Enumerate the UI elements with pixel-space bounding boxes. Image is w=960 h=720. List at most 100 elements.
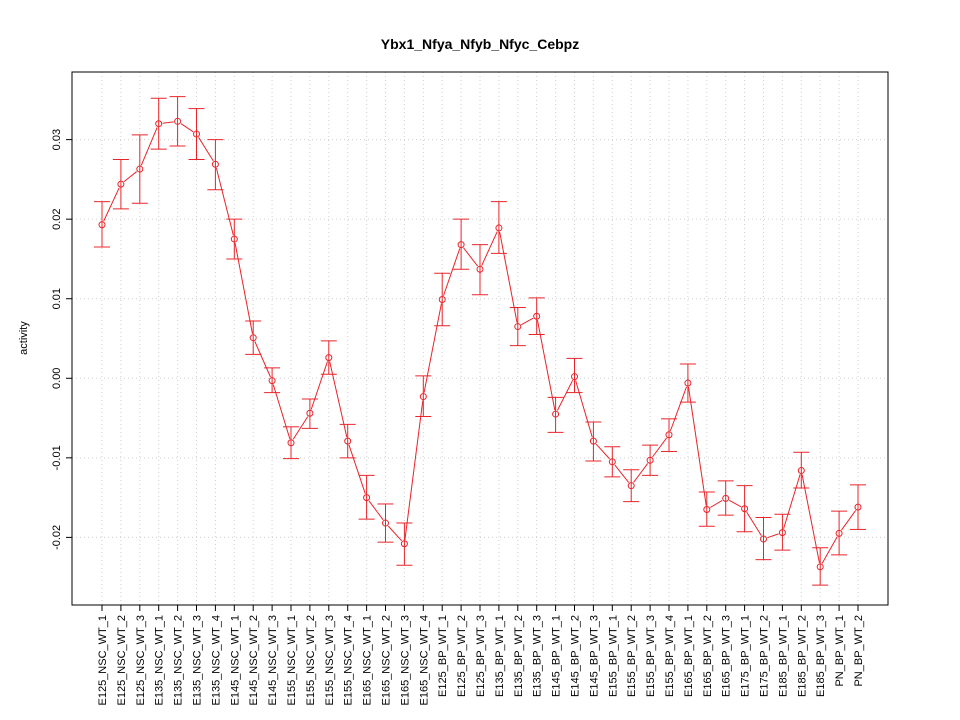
series-line-segment bbox=[292, 416, 309, 440]
series-line-segment bbox=[423, 303, 442, 393]
error-bar bbox=[736, 485, 753, 533]
x-tick-label: E145_BP_WT_1 bbox=[551, 615, 563, 697]
x-tick-label: E125_NSC_WT_3 bbox=[135, 615, 147, 706]
series-line-segment bbox=[556, 380, 574, 411]
x-tick-label: E135_NSC_WT_3 bbox=[192, 615, 204, 706]
series-line-segment bbox=[595, 443, 610, 460]
error-bar bbox=[112, 159, 129, 210]
series-line-segment bbox=[368, 500, 384, 521]
error-bar bbox=[377, 503, 394, 543]
series-line-segment bbox=[215, 168, 234, 236]
error-bar bbox=[585, 421, 602, 462]
y-tick-label: -0.02 bbox=[51, 525, 63, 550]
error-bar bbox=[131, 134, 148, 204]
x-tick-label: E125_NSC_WT_1 bbox=[97, 615, 109, 706]
x-tick-label: E135_NSC_WT_4 bbox=[210, 615, 222, 706]
x-tick-label: E175_BP_WT_2 bbox=[759, 615, 771, 697]
y-tick-label: 0.02 bbox=[51, 208, 63, 229]
x-tick-label: E135_BP_WT_3 bbox=[532, 615, 544, 697]
data-point bbox=[174, 117, 182, 125]
data-point bbox=[703, 506, 711, 514]
data-point bbox=[193, 130, 200, 138]
error-bar bbox=[434, 272, 451, 327]
x-tick-label: E185_BP_WT_2 bbox=[796, 615, 808, 697]
x-tick-label: E135_NSC_WT_2 bbox=[173, 615, 185, 706]
series-line-segment bbox=[728, 499, 742, 508]
x-tick-label: E135_NSC_WT_1 bbox=[154, 615, 166, 706]
x-tick-label: E125_BP_WT_2 bbox=[456, 615, 468, 697]
error-bar bbox=[623, 469, 640, 503]
series-line-segment bbox=[841, 510, 857, 531]
error-bar bbox=[812, 547, 829, 586]
series-line-segment bbox=[387, 525, 403, 542]
x-tick-label: E145_NSC_WT_3 bbox=[267, 615, 279, 706]
error-bar bbox=[169, 96, 186, 147]
x-axis: E125_NSC_WT_1 E125_NSC_WT_2 E125_NSC_WT_3 E… bbox=[97, 605, 865, 706]
series-line-segment bbox=[463, 247, 478, 267]
x-tick-label: E155_NSC_WT_4 bbox=[343, 615, 355, 706]
data-point bbox=[514, 323, 522, 331]
error-bar bbox=[301, 398, 318, 429]
error-bar bbox=[339, 423, 356, 459]
error-bar bbox=[226, 218, 243, 260]
x-tick-label: PN_BP_WT_2 bbox=[853, 615, 865, 687]
data-point bbox=[155, 120, 163, 128]
series-line-segment bbox=[783, 474, 801, 529]
series-line-segment bbox=[404, 400, 424, 540]
series-line-segment bbox=[746, 511, 762, 536]
y-tick-label: 0.01 bbox=[51, 288, 63, 309]
data-point bbox=[778, 529, 786, 537]
data-point bbox=[306, 409, 314, 417]
x-tick-label: E155_BP_WT_1 bbox=[607, 615, 619, 697]
x-tick-label: E175_BP_WT_1 bbox=[740, 615, 752, 697]
data-point bbox=[684, 379, 692, 387]
x-tick-label: E155_BP_WT_2 bbox=[626, 615, 638, 697]
series-line-segment bbox=[521, 317, 534, 326]
data-point bbox=[589, 437, 597, 445]
y-tick-label: 0.03 bbox=[51, 129, 63, 150]
series-line-segment bbox=[254, 341, 271, 378]
data-point bbox=[835, 529, 843, 537]
error-bar bbox=[396, 522, 413, 566]
data-point bbox=[608, 458, 616, 466]
data-point bbox=[136, 165, 144, 173]
series-line-segment bbox=[614, 464, 630, 483]
data-point bbox=[268, 377, 276, 385]
chart-title: Ybx1_Nfya_Nfyb_Nfyc_Cebpz bbox=[381, 36, 579, 52]
data-point bbox=[249, 334, 257, 342]
x-tick-label: E155_NSC_WT_3 bbox=[324, 615, 336, 706]
error-bar bbox=[94, 201, 110, 248]
error-bar bbox=[793, 451, 810, 489]
error-bar bbox=[679, 363, 696, 403]
data-point bbox=[344, 437, 352, 445]
data-point bbox=[230, 235, 238, 243]
series-line-segment bbox=[180, 123, 194, 133]
x-tick-label: E165_NSC_WT_1 bbox=[362, 615, 374, 706]
series-line-segment bbox=[821, 536, 838, 564]
y-tick-label: -0.01 bbox=[51, 445, 63, 470]
data-point bbox=[438, 296, 446, 304]
series-line-segment bbox=[272, 384, 291, 440]
data-point bbox=[571, 373, 578, 381]
error-bar bbox=[831, 510, 848, 556]
data-point bbox=[211, 160, 219, 168]
series-line-segment bbox=[348, 444, 366, 494]
data-point bbox=[382, 519, 389, 527]
x-tick-label: E185_BP_WT_1 bbox=[777, 615, 789, 697]
error-bar bbox=[358, 474, 375, 520]
data-point bbox=[98, 221, 106, 229]
error-bar bbox=[245, 320, 262, 355]
x-tick-label: E165_BP_WT_2 bbox=[702, 615, 714, 697]
series-line-segment bbox=[633, 463, 649, 483]
x-tick-label: E155_BP_WT_3 bbox=[645, 615, 657, 697]
data-point bbox=[760, 535, 767, 543]
error-bar bbox=[283, 426, 299, 460]
series-line-segment bbox=[652, 437, 668, 458]
data-point bbox=[722, 494, 730, 502]
x-tick-label: E145_BP_WT_3 bbox=[588, 615, 600, 697]
series-line-segment bbox=[140, 127, 158, 166]
error-bar bbox=[453, 218, 470, 270]
error-bar bbox=[604, 446, 621, 478]
error-bar bbox=[850, 484, 866, 530]
x-tick-label: E125_NSC_WT_2 bbox=[116, 615, 128, 706]
